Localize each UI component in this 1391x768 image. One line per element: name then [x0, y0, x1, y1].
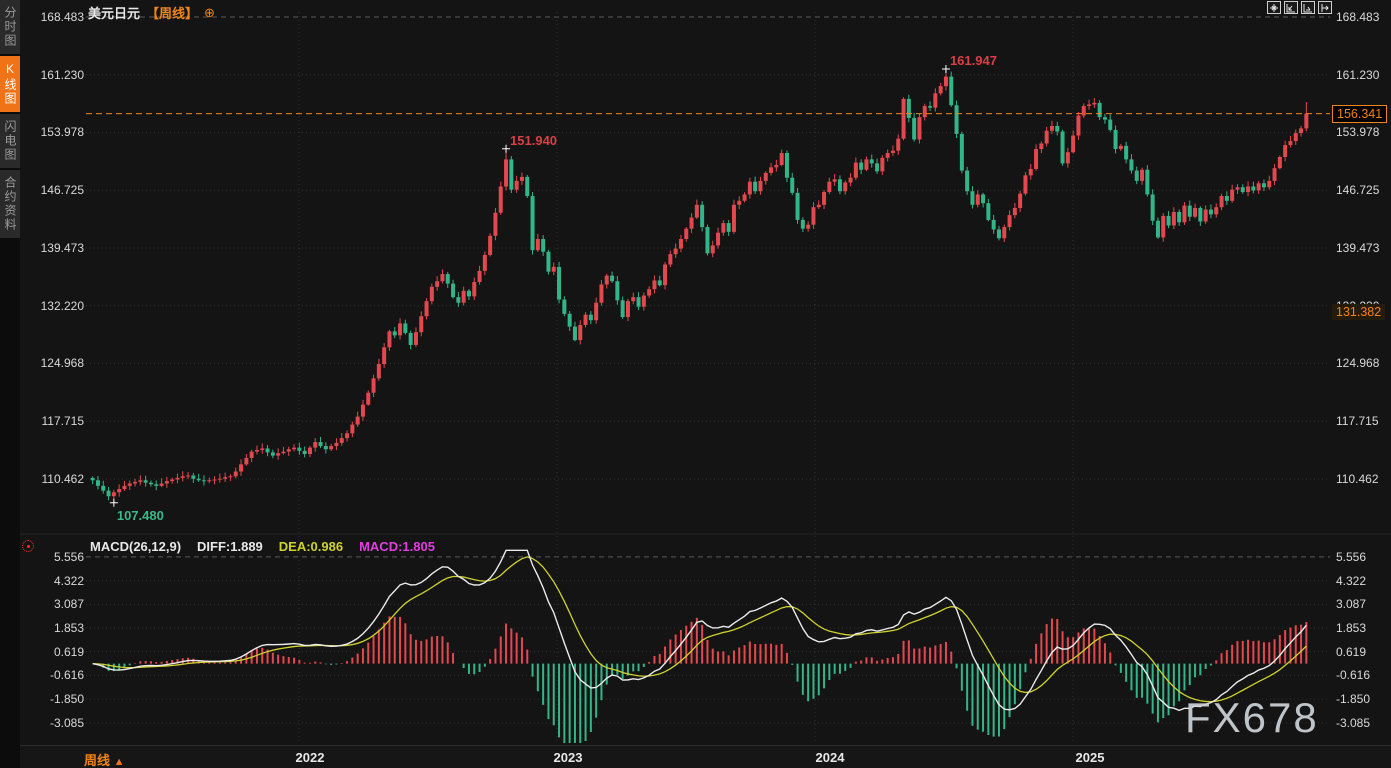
- axis-tick-label: 5.556: [53, 549, 84, 564]
- macd-diff-value: DIFF:1.889: [197, 539, 263, 554]
- sidebar-item-3[interactable]: 合约资料: [0, 170, 20, 238]
- x-axis-year-label: 2022: [295, 750, 325, 765]
- axis-tick-label: 146.725: [1336, 183, 1380, 198]
- chart-toolbar: [1267, 1, 1332, 14]
- axis-tick-label: 168.483: [1336, 10, 1380, 24]
- axis-tick-label: 146.725: [40, 183, 84, 198]
- x-axis-year-label: 2023: [553, 750, 583, 765]
- price-annotation: 151.940: [510, 132, 558, 148]
- axis-tick-label: -1.850: [49, 692, 84, 707]
- chart-title-row: 美元日元 【周线】 ⊕: [88, 3, 215, 22]
- axis-tick-label: 124.968: [40, 356, 84, 371]
- sidebar-item-0[interactable]: 分时图: [0, 0, 20, 54]
- axis-tick-label: 0.619: [53, 644, 84, 659]
- axis-tick-label: 168.483: [40, 10, 84, 24]
- timeframe-selector[interactable]: 周线 ▲: [84, 750, 125, 768]
- axis-tick-label: 117.715: [41, 414, 85, 429]
- current-price-tag: 156.341: [1332, 104, 1388, 123]
- pan-tool-icon[interactable]: [1267, 1, 1281, 14]
- watermark: FX678: [1185, 694, 1319, 741]
- axis-tick-label: 139.473: [40, 240, 84, 255]
- axis-tick-label: 0.619: [1336, 644, 1367, 659]
- axis-tick-label: 110.462: [41, 472, 85, 486]
- x-axis-year-label: 2024: [815, 750, 845, 765]
- macd-header: MACD(26,12,9) DIFF:1.889 DEA:0.986 MACD:…: [90, 539, 435, 554]
- axis-tick-label: 4.322: [1336, 573, 1367, 588]
- timeframe-label: 周线: [84, 753, 111, 768]
- axis-tick-label: 3.087: [1336, 597, 1367, 612]
- axis-tick-label: 132.220: [40, 298, 84, 313]
- axis-tick-label: 5.556: [1336, 549, 1367, 564]
- move-right-icon[interactable]: [1318, 1, 1332, 14]
- axis-tick-label: 153.978: [1336, 125, 1380, 140]
- axis-tick-label: 124.968: [1336, 356, 1380, 371]
- fit-left-icon[interactable]: [1284, 1, 1298, 14]
- axis-tick-label: 117.715: [1336, 414, 1379, 429]
- macd-formula-label: MACD(26,12,9): [90, 539, 182, 554]
- sidebar: 分时图 K线图 闪电图 合约资料: [0, 0, 20, 768]
- axis-tick-label: -3.085: [1336, 715, 1371, 730]
- axis-tick-label: 153.978: [40, 125, 84, 140]
- price-annotation: 161.947: [949, 53, 997, 69]
- axis-tick-label: 139.473: [1336, 240, 1380, 255]
- axis-tick-label: 4.322: [53, 573, 84, 588]
- fit-right-icon[interactable]: [1301, 1, 1315, 14]
- macd-macd-value: MACD:1.805: [359, 539, 435, 554]
- sidebar-item-2[interactable]: 闪电图: [0, 114, 20, 168]
- axis-tick-label: 1.853: [53, 621, 84, 636]
- axis-tick-label: 110.462: [1336, 472, 1379, 486]
- axis-tick-label: 161.230: [40, 67, 84, 82]
- macd-dea-value: DEA:0.986: [278, 539, 344, 554]
- triangle-up-icon: ▲: [113, 756, 125, 768]
- axis-tick-label: 3.087: [53, 597, 84, 612]
- price-annotation: 107.480: [116, 507, 164, 523]
- axis-tick-label: 161.230: [1336, 67, 1380, 82]
- x-axis-year-label: 2025: [1075, 750, 1105, 765]
- axis-tick-label: -0.616: [1336, 668, 1371, 683]
- axis-tick-label: -0.616: [49, 668, 84, 683]
- time-axis-bar: 周线 ▲ 2022 2023 2024 2025: [20, 745, 1391, 768]
- alert-dot-icon: [22, 540, 34, 552]
- symbol-title: 美元日元: [88, 6, 141, 21]
- sidebar-item-1[interactable]: K线图: [0, 56, 20, 112]
- timeframe-tag: 【周线】: [146, 6, 199, 21]
- axis-tick-label: 1.853: [1336, 621, 1367, 636]
- axis-tick-label: -1.850: [1336, 692, 1371, 707]
- secondary-price-tag: 131.382: [1332, 304, 1386, 321]
- add-indicator-icon[interactable]: ⊕: [204, 5, 215, 20]
- axis-tick-label: -3.085: [49, 715, 84, 730]
